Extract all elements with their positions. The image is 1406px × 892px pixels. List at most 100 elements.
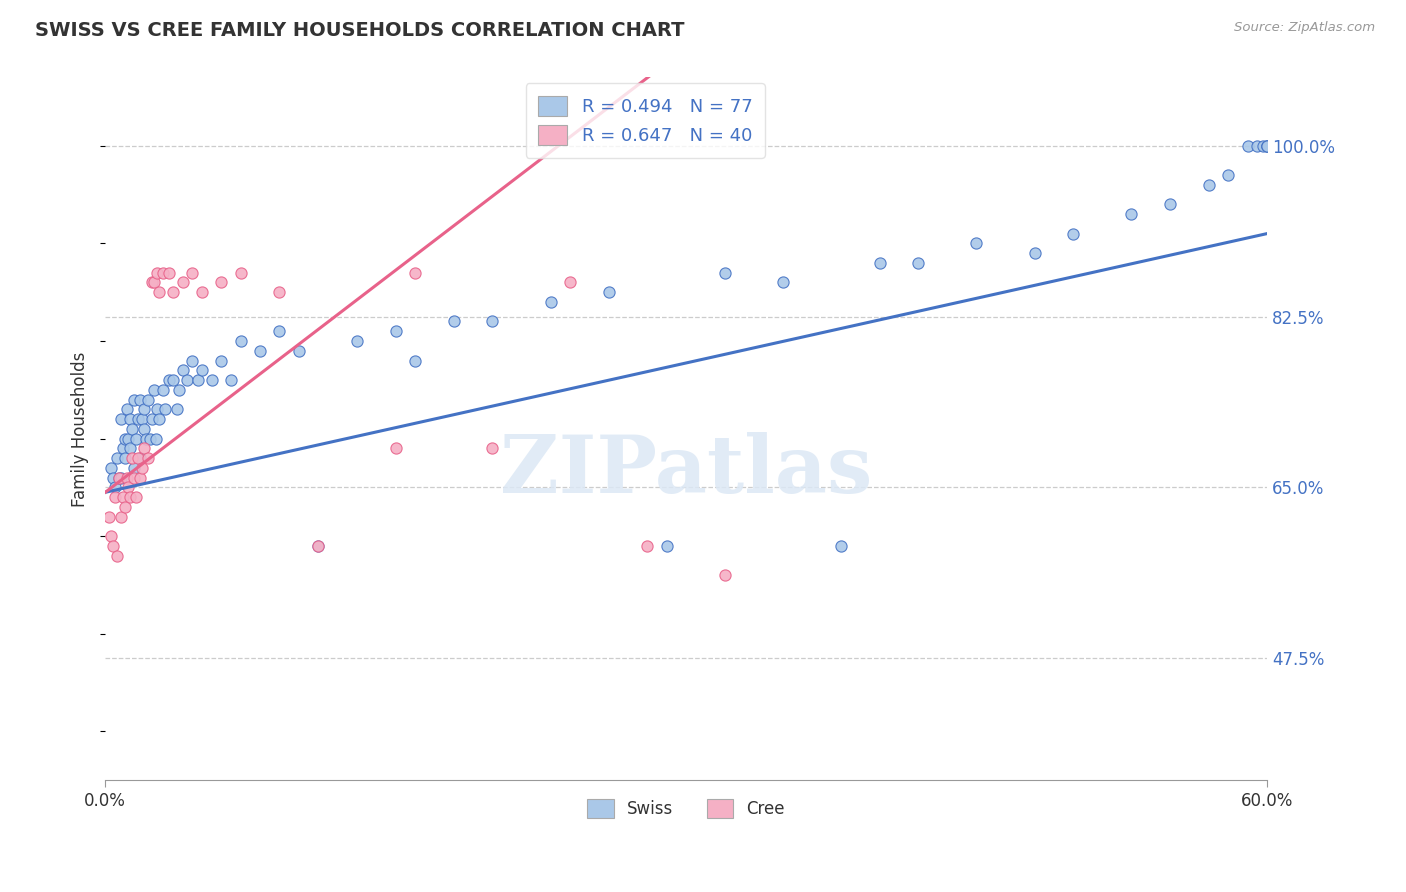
Point bbox=[107, 471, 129, 485]
Point bbox=[105, 549, 128, 563]
Point bbox=[129, 471, 152, 485]
Point bbox=[125, 432, 148, 446]
Point bbox=[129, 392, 152, 407]
Point bbox=[830, 539, 852, 553]
Point bbox=[146, 402, 169, 417]
Point bbox=[145, 432, 167, 446]
Point bbox=[1256, 138, 1278, 153]
Point bbox=[110, 471, 132, 485]
Point bbox=[100, 529, 122, 543]
Point bbox=[713, 568, 735, 582]
Point bbox=[209, 353, 232, 368]
Point bbox=[481, 314, 503, 328]
Point bbox=[136, 451, 159, 466]
Point bbox=[120, 412, 142, 426]
Point bbox=[1024, 246, 1046, 260]
Point bbox=[127, 451, 149, 466]
Point bbox=[598, 285, 620, 300]
Point bbox=[114, 451, 136, 466]
Point bbox=[229, 334, 252, 348]
Point bbox=[127, 412, 149, 426]
Point bbox=[181, 266, 204, 280]
Point bbox=[132, 422, 155, 436]
Point bbox=[110, 412, 132, 426]
Point bbox=[384, 442, 406, 456]
Point bbox=[142, 383, 165, 397]
Point bbox=[1198, 178, 1220, 192]
Point bbox=[307, 539, 329, 553]
Point bbox=[1236, 138, 1258, 153]
Point bbox=[540, 295, 562, 310]
Point bbox=[176, 373, 198, 387]
Point bbox=[1062, 227, 1084, 241]
Point bbox=[481, 442, 503, 456]
Point bbox=[101, 471, 124, 485]
Point bbox=[104, 490, 127, 504]
Point bbox=[162, 285, 184, 300]
Point bbox=[1246, 138, 1268, 153]
Point bbox=[166, 402, 188, 417]
Point bbox=[187, 373, 209, 387]
Point bbox=[157, 373, 180, 387]
Point bbox=[152, 266, 174, 280]
Point bbox=[120, 490, 142, 504]
Point bbox=[558, 276, 581, 290]
Point bbox=[107, 471, 129, 485]
Point bbox=[209, 276, 232, 290]
Point bbox=[111, 490, 134, 504]
Point bbox=[115, 471, 138, 485]
Point bbox=[122, 461, 145, 475]
Point bbox=[101, 539, 124, 553]
Point bbox=[249, 343, 271, 358]
Point bbox=[201, 373, 224, 387]
Point bbox=[307, 539, 329, 553]
Point bbox=[907, 256, 929, 270]
Point bbox=[110, 509, 132, 524]
Point bbox=[346, 334, 368, 348]
Point bbox=[1159, 197, 1181, 211]
Point bbox=[120, 442, 142, 456]
Point bbox=[384, 324, 406, 338]
Point bbox=[655, 539, 678, 553]
Point bbox=[121, 451, 143, 466]
Point bbox=[131, 461, 153, 475]
Point bbox=[129, 451, 152, 466]
Point bbox=[157, 266, 180, 280]
Point bbox=[132, 442, 155, 456]
Point bbox=[229, 266, 252, 280]
Point bbox=[1256, 138, 1278, 153]
Point bbox=[139, 432, 162, 446]
Point bbox=[141, 412, 163, 426]
Point bbox=[148, 285, 170, 300]
Point bbox=[142, 276, 165, 290]
Point bbox=[191, 363, 214, 377]
Point bbox=[966, 236, 988, 251]
Point bbox=[404, 353, 426, 368]
Point bbox=[219, 373, 242, 387]
Point bbox=[132, 402, 155, 417]
Point bbox=[172, 363, 194, 377]
Point bbox=[269, 285, 291, 300]
Point bbox=[122, 392, 145, 407]
Point bbox=[162, 373, 184, 387]
Point bbox=[636, 539, 658, 553]
Point bbox=[121, 422, 143, 436]
Point bbox=[1218, 168, 1240, 182]
Point bbox=[288, 343, 311, 358]
Point bbox=[1256, 138, 1278, 153]
Point bbox=[1121, 207, 1143, 221]
Point bbox=[1251, 138, 1274, 153]
Point bbox=[146, 266, 169, 280]
Point bbox=[135, 432, 157, 446]
Point bbox=[172, 276, 194, 290]
Point bbox=[117, 432, 139, 446]
Text: Source: ZipAtlas.com: Source: ZipAtlas.com bbox=[1234, 21, 1375, 35]
Point bbox=[98, 509, 121, 524]
Point bbox=[167, 383, 190, 397]
Legend: Swiss, Cree: Swiss, Cree bbox=[581, 792, 792, 825]
Point bbox=[148, 412, 170, 426]
Point bbox=[141, 276, 163, 290]
Text: ZIPatlas: ZIPatlas bbox=[501, 432, 872, 510]
Y-axis label: Family Households: Family Households bbox=[72, 351, 89, 507]
Point bbox=[125, 490, 148, 504]
